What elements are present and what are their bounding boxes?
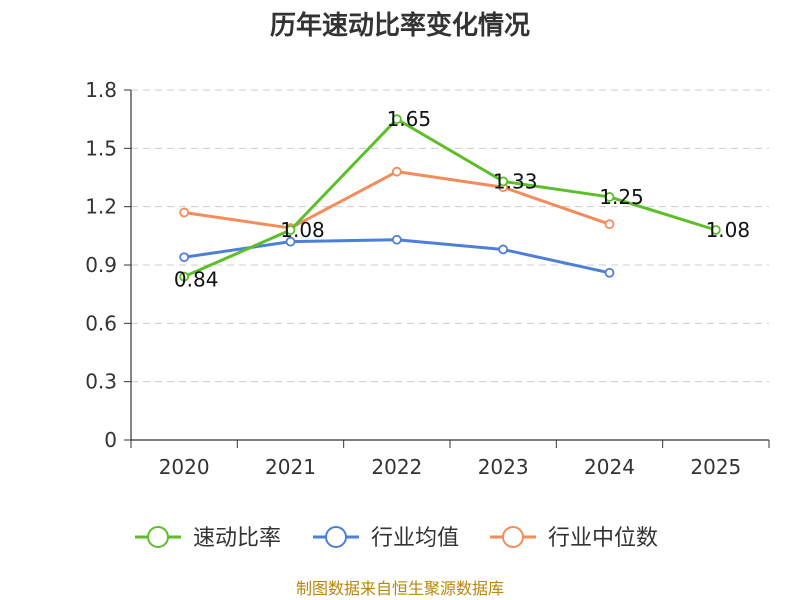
x-tick-label-2023: 2023 — [478, 455, 529, 479]
legend: 速动比率 行业均值 行业中位数 — [135, 526, 658, 551]
series-group — [179, 114, 721, 282]
x-tick-label-2024: 2024 — [584, 455, 635, 479]
series-line-1 — [183, 238, 610, 275]
x-tick-label-2022: 2022 — [371, 455, 422, 479]
data-label-2023: 1.33 — [493, 169, 538, 193]
point-s0-2022 — [391, 114, 402, 125]
point-s0-2024 — [604, 192, 615, 202]
series-line-2 — [183, 170, 610, 230]
point-s1-2024 — [604, 267, 615, 278]
point-s1-2022 — [391, 234, 402, 245]
y-tick-label-0: 0 — [104, 428, 117, 452]
source-note: 制图数据来自恒生聚源数据库 — [296, 579, 504, 598]
data-label-2022: 1.65 — [387, 107, 432, 131]
y-tick-label-2: 0.6 — [85, 311, 117, 335]
y-tick-label-5: 1.5 — [85, 136, 117, 160]
legend-marker-1 — [325, 526, 347, 548]
point-s0-2021 — [285, 225, 296, 235]
x-axis-ticks: 2020 2021 2022 2023 2024 2025 — [130, 440, 770, 479]
series-2 — [179, 166, 615, 233]
legend-item-0: 速动比率 — [135, 526, 281, 551]
data-label-2021: 1.08 — [280, 218, 325, 242]
point-s1-2021 — [285, 236, 296, 247]
y-axis-ticks: 0 0.3 0.6 0.9 1.2 1.5 1.8 — [85, 78, 131, 452]
point-s1-2023 — [498, 244, 509, 255]
point-s0-2023 — [498, 176, 509, 187]
y-tick-label-4: 1.2 — [85, 195, 117, 219]
x-tick-label-2020: 2020 — [159, 455, 210, 479]
legend-marker-0 — [147, 526, 169, 548]
x-tick-label-2025: 2025 — [690, 455, 741, 479]
data-label-2024: 1.25 — [599, 185, 644, 209]
y-tick-label-6: 1.8 — [85, 78, 117, 102]
data-label-2020: 0.84 — [174, 268, 219, 292]
point-s1-2020 — [179, 252, 190, 263]
grid-lines — [131, 89, 769, 383]
point-s2-2024 — [604, 219, 615, 230]
legend-label-0: 速动比率 — [193, 526, 281, 551]
series-0 — [179, 114, 721, 282]
legend-label-2: 行业中位数 — [548, 526, 658, 551]
y-tick-label-3: 0.9 — [85, 253, 117, 277]
series-line-0 — [183, 117, 717, 279]
legend-marker-2 — [502, 526, 524, 548]
series-1 — [179, 234, 615, 278]
point-s2-2022 — [391, 166, 402, 177]
data-labels: 0.84 1.08 1.65 1.33 1.25 1.08 — [174, 107, 751, 292]
legend-item-1: 行业均值 — [313, 526, 459, 551]
legend-item-2: 行业中位数 — [490, 526, 658, 551]
point-s2-2020 — [179, 207, 190, 218]
point-s0-2020 — [179, 271, 190, 282]
y-tick-label-1: 0.3 — [85, 370, 117, 394]
legend-label-1: 行业均值 — [371, 526, 459, 551]
x-tick-label-2021: 2021 — [265, 455, 316, 479]
chart-title: 历年速动比率变化情况 — [270, 10, 530, 41]
point-s0-2025 — [710, 225, 721, 235]
data-label-2025: 1.08 — [706, 218, 751, 242]
